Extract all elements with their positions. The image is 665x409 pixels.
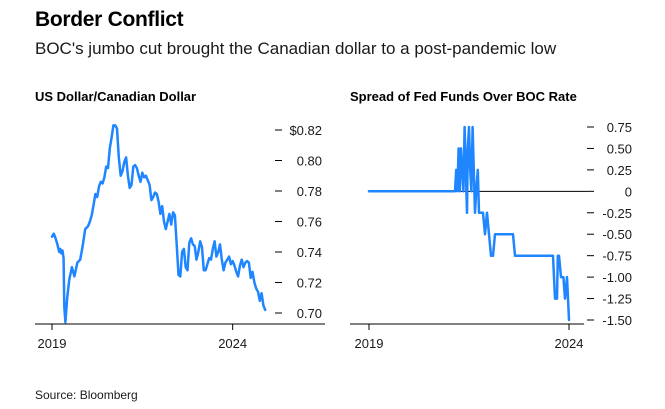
left-y-tick-label: 0.72 — [297, 276, 322, 291]
right-y-tick-label: 0.75 — [607, 120, 632, 135]
right-y-tick-label: 0 — [625, 184, 632, 199]
left-y-tick-label: $0.82 — [289, 123, 322, 138]
right-y-tick-label: -0.25 — [602, 206, 632, 221]
right-series-line — [367, 125, 571, 322]
right-y-tick-label: -1.00 — [602, 270, 632, 285]
left-y-tick-label: 0.78 — [297, 184, 322, 199]
left-panel-title: US Dollar/Canadian Dollar — [35, 89, 197, 104]
right-x-tick-label: 2024 — [555, 336, 584, 351]
right-y-tick-label: -0.75 — [602, 249, 632, 264]
left-y-tick-label: 0.76 — [297, 215, 322, 230]
left-y-tick-label: 0.80 — [297, 154, 322, 169]
source-note: Source: Bloomberg — [35, 388, 138, 402]
right-y-tick-label: 0.50 — [607, 141, 632, 156]
right-y-tick-label: 0.25 — [607, 163, 632, 178]
chart-subtitle: BOC's jumbo cut brought the Canadian dol… — [35, 39, 557, 58]
chart-title: Border Conflict — [35, 8, 184, 31]
right-panel-title: Spread of Fed Funds Over BOC Rate — [350, 89, 577, 104]
right-y-tick-label: -1.25 — [602, 292, 632, 307]
left-y-tick-label: 0.70 — [297, 306, 322, 321]
right-x-tick-label: 2019 — [355, 336, 384, 351]
left-x-tick-label: 2019 — [38, 336, 67, 351]
right-y-tick-label: -0.50 — [602, 227, 632, 242]
right-chart: 2019 2024 0.75 0.50 0.25 0 -0.25 -0.50 -0.75 -1.0… — [350, 120, 632, 351]
left-chart: 2019 2024 0.70 0.72 0.74 0.76 0.78 0.80 $0.82 — [35, 123, 325, 351]
left-series-line — [50, 124, 267, 324]
left-x-tick-label: 2024 — [218, 336, 247, 351]
right-y-tick-label: -1.50 — [602, 313, 632, 328]
left-y-tick-label: 0.74 — [297, 245, 322, 260]
